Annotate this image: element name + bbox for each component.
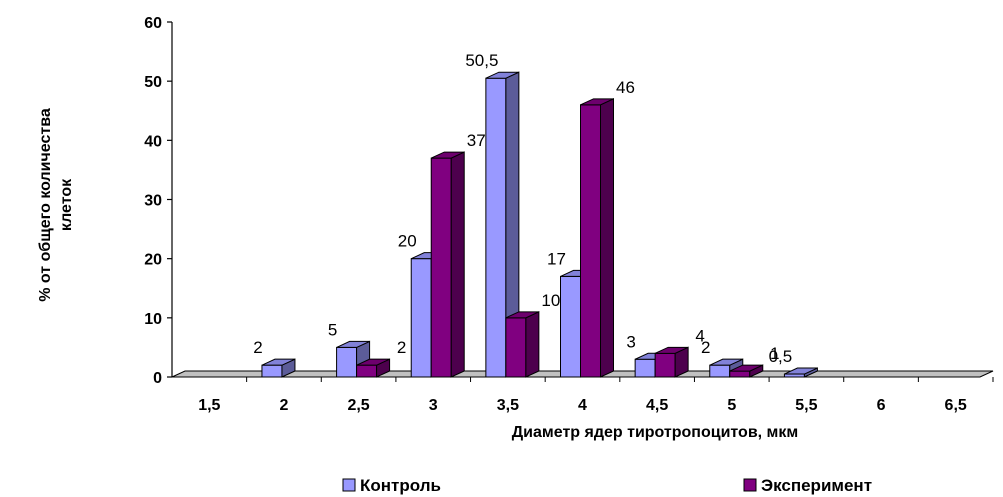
y-axis-title: % от общего количества клеток bbox=[37, 108, 75, 302]
bar-experiment bbox=[505, 311, 540, 378]
bar-top bbox=[784, 367, 818, 375]
bar-front bbox=[261, 364, 283, 378]
x-tick-label: 2 bbox=[280, 397, 289, 414]
bar-front bbox=[654, 352, 676, 378]
legend-label: Контроль bbox=[360, 476, 441, 495]
y-axis-title-line-1: % от общего количества bbox=[37, 108, 54, 302]
data-labels: 2 5 20 50,5 17 3 2 0,5 2 37 10 46 4 1 bbox=[253, 51, 792, 366]
legend-swatch bbox=[342, 478, 356, 492]
data-label: 37 bbox=[467, 131, 486, 150]
y-tick-label: 0 bbox=[153, 370, 162, 387]
bar-front bbox=[430, 157, 452, 378]
bar-front bbox=[485, 77, 507, 378]
bar-control bbox=[485, 71, 520, 378]
y-tick-label: 20 bbox=[144, 252, 162, 269]
data-label: 2 bbox=[253, 338, 262, 357]
legend: Контроль Эксперимент bbox=[342, 476, 872, 495]
data-label: 10 bbox=[541, 291, 560, 310]
legend-label: Эксперимент bbox=[761, 476, 872, 495]
bar-experiment bbox=[729, 364, 764, 378]
x-tick-label: 3,5 bbox=[497, 397, 519, 414]
data-label: 2 bbox=[397, 338, 406, 357]
bar-top bbox=[485, 71, 520, 79]
bar-front bbox=[729, 370, 751, 378]
bar-front bbox=[580, 104, 601, 378]
x-tick-label: 5,5 bbox=[795, 397, 817, 414]
y-axis-title-line-2: клеток bbox=[58, 178, 75, 231]
bar-top bbox=[729, 364, 763, 372]
y-tick-label: 30 bbox=[144, 193, 162, 210]
data-label: 2 bbox=[701, 338, 710, 357]
bar-side bbox=[450, 151, 465, 378]
legend-item-experiment: Эксперимент bbox=[743, 476, 872, 495]
x-tick-label: 6,5 bbox=[945, 397, 967, 414]
data-label: 0,5 bbox=[769, 347, 793, 366]
bar-top bbox=[336, 340, 370, 348]
y-tick-label: 40 bbox=[144, 133, 162, 150]
y-tick-label: 50 bbox=[144, 74, 162, 91]
data-label: 50,5 bbox=[465, 51, 498, 70]
bar-top bbox=[580, 98, 614, 106]
x-tick-label: 5 bbox=[727, 397, 736, 414]
bar-control bbox=[783, 367, 818, 378]
bar-top bbox=[505, 311, 540, 319]
bar-top bbox=[654, 346, 689, 354]
x-axis-tick-labels: 1,5 2 2,5 3 3,5 4 4,5 5 5,5 6 6,5 bbox=[198, 377, 994, 414]
x-tick-label: 3 bbox=[429, 397, 438, 414]
data-label: 46 bbox=[616, 78, 635, 97]
legend-item-control: Контроль bbox=[342, 476, 441, 495]
bar-front bbox=[634, 358, 656, 378]
x-axis-title: Диаметр ядер тиротропоцитов, мкм bbox=[512, 424, 798, 441]
data-label: 3 bbox=[626, 332, 635, 351]
bar-top bbox=[356, 358, 390, 366]
data-label: 4 bbox=[695, 326, 704, 345]
bars bbox=[261, 71, 818, 378]
bar-front bbox=[560, 275, 581, 378]
data-label: 1 bbox=[770, 344, 779, 363]
bar-experiment bbox=[654, 346, 689, 378]
x-tick-label: 2,5 bbox=[347, 397, 369, 414]
bar-top bbox=[431, 151, 465, 159]
bar-side bbox=[525, 311, 540, 378]
data-label: 17 bbox=[547, 249, 566, 268]
bar-control bbox=[261, 358, 296, 378]
x-tick-label: 4 bbox=[578, 397, 587, 414]
bar-experiment bbox=[356, 358, 391, 378]
bar-front bbox=[505, 317, 527, 378]
bar-side bbox=[600, 98, 614, 378]
data-label: 5 bbox=[328, 320, 337, 339]
bar-front bbox=[336, 346, 358, 378]
y-axis: 0 10 20 30 40 50 60 bbox=[144, 15, 173, 387]
bar-experiment bbox=[430, 151, 465, 378]
bar-front bbox=[356, 364, 378, 378]
data-label: 20 bbox=[398, 232, 417, 251]
x-tick-label: 1,5 bbox=[198, 397, 220, 414]
legend-swatch bbox=[743, 478, 757, 492]
y-tick-label: 60 bbox=[144, 15, 162, 32]
bar-front bbox=[709, 364, 731, 378]
x-tick-label: 6 bbox=[877, 397, 886, 414]
bar-top bbox=[261, 358, 296, 366]
x-tick-label: 4,5 bbox=[646, 397, 668, 414]
y-tick-label: 10 bbox=[144, 311, 162, 328]
bar-experiment bbox=[580, 98, 614, 378]
bar-top bbox=[709, 358, 743, 366]
bar-front bbox=[410, 258, 432, 378]
